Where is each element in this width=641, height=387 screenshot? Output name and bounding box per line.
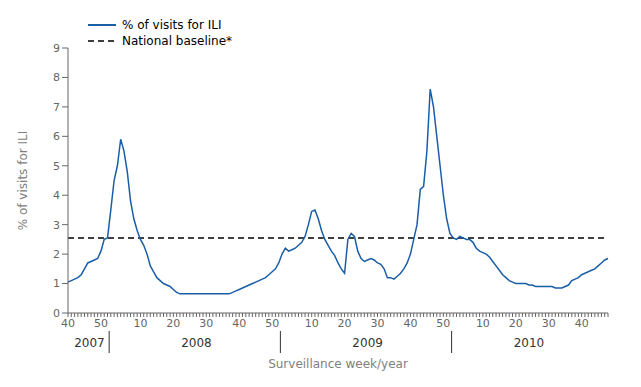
svg-text:50: 50 (436, 317, 450, 330)
svg-text:40: 40 (232, 317, 246, 330)
svg-text:2007: 2007 (74, 336, 105, 350)
svg-text:10: 10 (133, 317, 147, 330)
svg-text:2008: 2008 (181, 336, 212, 350)
svg-text:Surveillance week/year: Surveillance week/year (268, 357, 408, 371)
svg-text:40: 40 (403, 317, 417, 330)
svg-text:% of visits for ILI: % of visits for ILI (16, 131, 30, 230)
svg-text:4: 4 (53, 189, 60, 202)
svg-text:8: 8 (53, 71, 60, 84)
svg-text:20: 20 (509, 317, 523, 330)
svg-text:0: 0 (53, 307, 60, 320)
html-text:National baseline*: National baseline* (122, 34, 233, 48)
svg-text:6: 6 (53, 130, 60, 143)
svg-text:40: 40 (575, 317, 589, 330)
svg-text:2010: 2010 (514, 336, 545, 350)
svg-text:40: 40 (61, 317, 75, 330)
svg-text:30: 30 (371, 317, 385, 330)
html-text:% of visits for ILI: % of visits for ILI (122, 18, 222, 32)
svg-text:5: 5 (53, 160, 60, 173)
svg-text:30: 30 (199, 317, 213, 330)
svg-text:20: 20 (338, 317, 352, 330)
svg-text:3: 3 (53, 219, 60, 232)
svg-text:9: 9 (53, 42, 60, 55)
svg-text:50: 50 (94, 317, 108, 330)
svg-text:20: 20 (166, 317, 180, 330)
svg-text:2009: 2009 (352, 336, 383, 350)
svg-text:1: 1 (53, 277, 60, 290)
svg-text:7: 7 (53, 101, 60, 114)
svg-text:10: 10 (305, 317, 319, 330)
svg-text:30: 30 (542, 317, 556, 330)
svg-text:50: 50 (265, 317, 279, 330)
svg-text:10: 10 (476, 317, 490, 330)
svg-text:2: 2 (53, 248, 60, 261)
